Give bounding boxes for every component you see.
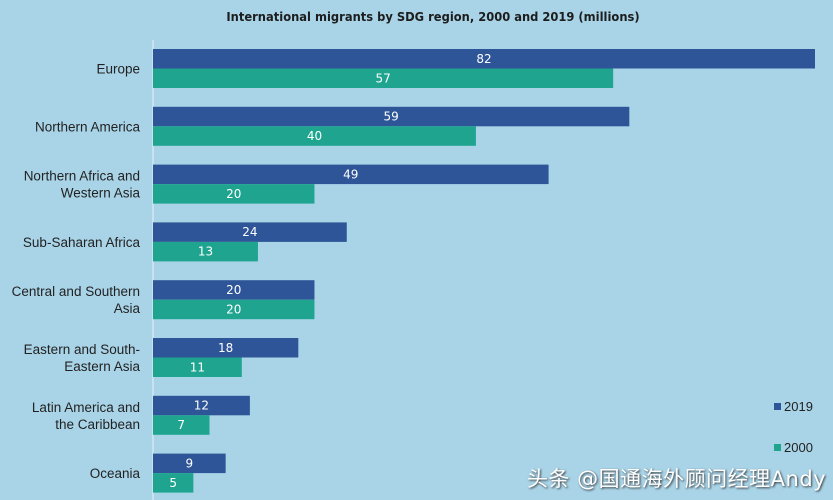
watermark: 头条 @国通海外顾问经理Andy — [527, 467, 827, 491]
data-label: 18 — [218, 341, 233, 355]
bar-2019 — [153, 106, 630, 127]
bar-2019 — [153, 338, 299, 358]
legend-swatch — [774, 444, 781, 451]
category-label: Eastern Asia — [64, 359, 140, 374]
bar-2019 — [153, 164, 549, 185]
bar-2000 — [153, 68, 614, 88]
data-label: 20 — [226, 283, 241, 297]
category-label: Northern Africa and — [24, 169, 140, 184]
bar-2000 — [153, 357, 242, 377]
legend-swatch — [774, 403, 781, 410]
data-label: 57 — [375, 71, 390, 85]
legend-label: 2019 — [784, 399, 813, 414]
data-label: 9 — [186, 456, 194, 470]
bar-2000 — [153, 241, 258, 262]
data-label: 7 — [177, 418, 185, 432]
data-label: 11 — [190, 360, 205, 374]
bar-2019 — [153, 453, 226, 474]
data-label: 49 — [343, 167, 358, 181]
bar-2000 — [153, 299, 315, 320]
data-label: 82 — [476, 52, 491, 66]
category-label: the Caribbean — [55, 417, 140, 432]
bar-2019 — [153, 49, 815, 69]
data-label: 40 — [307, 129, 322, 143]
chart-title: International migrants by SDG region, 20… — [226, 9, 640, 24]
data-label: 12 — [194, 399, 209, 413]
data-label: 5 — [169, 476, 177, 490]
category-label: Central and Southern — [12, 284, 140, 299]
data-label: 59 — [384, 110, 399, 124]
bar-2019 — [153, 222, 347, 242]
data-label: 24 — [242, 225, 257, 239]
category-label: Oceania — [90, 466, 141, 481]
category-label: Europe — [96, 62, 140, 77]
bar-2000 — [153, 415, 210, 435]
bar-2019 — [153, 280, 315, 300]
category-label: Latin America and — [32, 400, 140, 415]
category-label: Eastern and South- — [24, 342, 140, 357]
bar-2000 — [153, 126, 476, 146]
data-label: 20 — [226, 302, 241, 316]
bar-2000 — [153, 184, 315, 204]
legend-label: 2000 — [784, 440, 813, 455]
category-label: Northern America — [35, 119, 141, 134]
data-label: 20 — [226, 187, 241, 201]
category-label: Western Asia — [61, 186, 141, 201]
bar-2019 — [153, 395, 250, 416]
bar-2000 — [153, 473, 194, 493]
category-label: Sub-Saharan Africa — [23, 235, 141, 250]
category-label: Asia — [114, 301, 141, 316]
data-label: 13 — [198, 245, 213, 259]
